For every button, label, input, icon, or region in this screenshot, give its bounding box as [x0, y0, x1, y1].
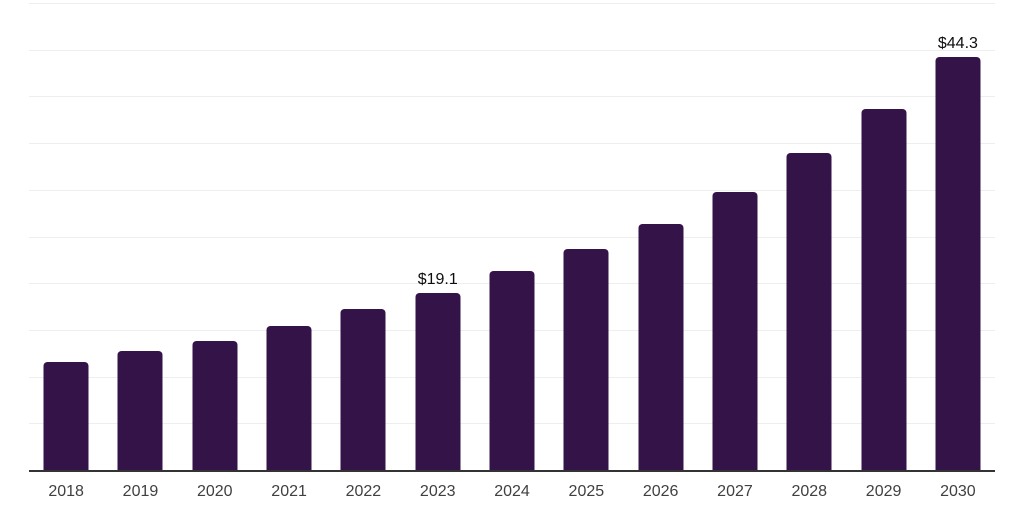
x-tick-label-2019: 2019: [122, 483, 159, 500]
x-tick-label-2022: 2022: [345, 483, 382, 500]
x-tick-label-2023: 2023: [419, 483, 456, 500]
bar-column-2024: [475, 4, 549, 471]
gridline-35: [29, 143, 995, 145]
bar-2026: [638, 223, 684, 471]
gridline-25: [29, 236, 995, 238]
x-tick-label-2025: 2025: [568, 483, 605, 500]
bar-column-2021: [252, 4, 326, 471]
bar-2019: [117, 350, 163, 471]
bar-2020: [192, 341, 238, 471]
bar-column-2019: [103, 4, 177, 471]
x-tick-label-2018: 2018: [48, 483, 84, 500]
x-axis-labels: 2018 2019 2020 2021 2022 2023 2024 2025 2026 2027…: [29, 482, 995, 501]
bar-column-2018: [29, 4, 103, 471]
x-tick-label-2020: 2020: [196, 483, 233, 500]
bar-2022: [340, 309, 386, 471]
x-tick-label-2029: 2029: [865, 483, 902, 500]
x-tick-label-2030: 2030: [940, 483, 976, 500]
bar-2018: [43, 361, 89, 471]
x-tick-label-2021: 2021: [271, 483, 307, 500]
bar-column-2022: [326, 4, 400, 471]
bar-column-2025: [549, 4, 623, 471]
x-tick-label-2028: 2028: [791, 483, 828, 500]
bar-column-2027: [698, 4, 772, 471]
x-tick-label-2024: 2024: [494, 483, 530, 500]
bar-column-2020: [178, 4, 252, 471]
bar-column-2029: [846, 4, 920, 471]
x-tick-label-2026: 2026: [642, 483, 679, 500]
bar-2027: [712, 191, 758, 471]
x-axis-line: [29, 470, 995, 472]
bar-2025: [563, 248, 609, 471]
bar-column-2030: $44.3: [921, 4, 995, 471]
x-tick-label-2027: 2027: [717, 483, 753, 500]
gridline-30: [29, 189, 995, 191]
bar-column-2028: [772, 4, 846, 471]
bar-column-2023: $19.1: [401, 4, 475, 471]
bar-2029: [861, 108, 907, 471]
bar-2021: [266, 326, 312, 471]
gridline-40: [29, 96, 995, 98]
bar-2030: [935, 57, 981, 471]
gridline-45: [29, 49, 995, 51]
bars-container: $19.1 $44.3: [29, 4, 995, 471]
gridline-50: [29, 3, 995, 4]
bar-value-label-2023: $19.1: [417, 270, 458, 288]
bar-column-2026: [624, 4, 698, 471]
bar-2024: [489, 271, 535, 471]
bar-2023: [415, 292, 461, 471]
bar-value-label-2030: $44.3: [937, 35, 978, 53]
bar-2028: [786, 153, 832, 471]
plot-area: $19.1 $44.3: [29, 3, 995, 472]
